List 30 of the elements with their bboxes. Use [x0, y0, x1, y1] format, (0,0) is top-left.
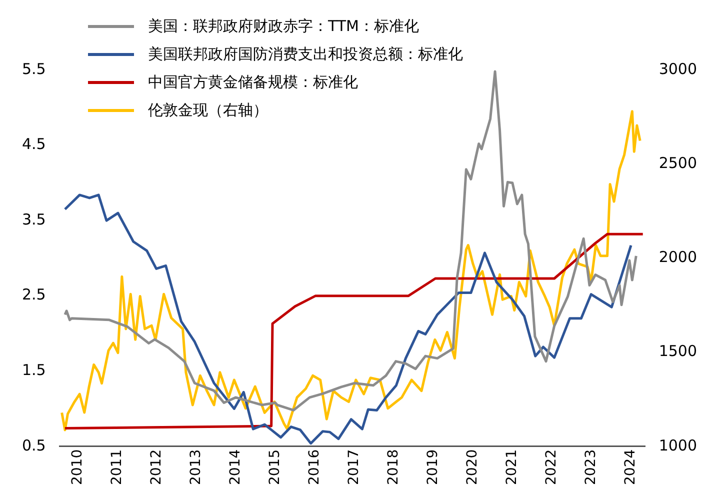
- y2-tick-label: 3000: [658, 60, 698, 78]
- y-tick-label: 0.5: [22, 436, 46, 454]
- legend-label: 中国官方黄金储备规模：标准化: [148, 72, 358, 93]
- x-tick-label: 2016: [306, 449, 322, 486]
- y-tick-label: 2.5: [22, 286, 46, 304]
- y-tick-label: 5.5: [22, 60, 46, 78]
- x-tick-label: 2017: [346, 449, 362, 486]
- legend-label: 伦敦金现（右轴）: [148, 100, 268, 121]
- y2-tick-label: 2000: [658, 248, 698, 266]
- x-tick-label: 2011: [108, 449, 125, 486]
- y-tick-label: 1.5: [22, 360, 46, 379]
- y2-tick-label: 1500: [658, 342, 698, 360]
- x-tick-label: 2022: [544, 449, 560, 486]
- y2-tick-label: 1000: [658, 436, 698, 454]
- y2-tick-label: 2500: [658, 154, 698, 172]
- x-tick-label: 2018: [385, 449, 402, 486]
- x-tick-label: 2010: [69, 449, 86, 486]
- y-tick-label: 4.5: [22, 135, 46, 154]
- x-tick-label: 2012: [148, 449, 164, 486]
- x-tick-label: 2019: [425, 449, 442, 486]
- x-tick-label: 2023: [583, 449, 600, 486]
- x-tick-label: 2014: [227, 449, 244, 486]
- x-tick-label: 2015: [266, 449, 283, 486]
- x-tick-label: 2013: [188, 449, 204, 486]
- y-tick-label: 3.5: [22, 210, 46, 228]
- x-tick-label: 2020: [464, 449, 481, 486]
- x-tick-label: 2024: [622, 449, 639, 486]
- legend-label: 美国：联邦政府财政赤字：TTM：标准化: [148, 16, 420, 37]
- x-tick-label: 2021: [504, 449, 520, 486]
- legend-label: 美国联邦政府国防消费支出和投资总额：标准化: [148, 44, 463, 65]
